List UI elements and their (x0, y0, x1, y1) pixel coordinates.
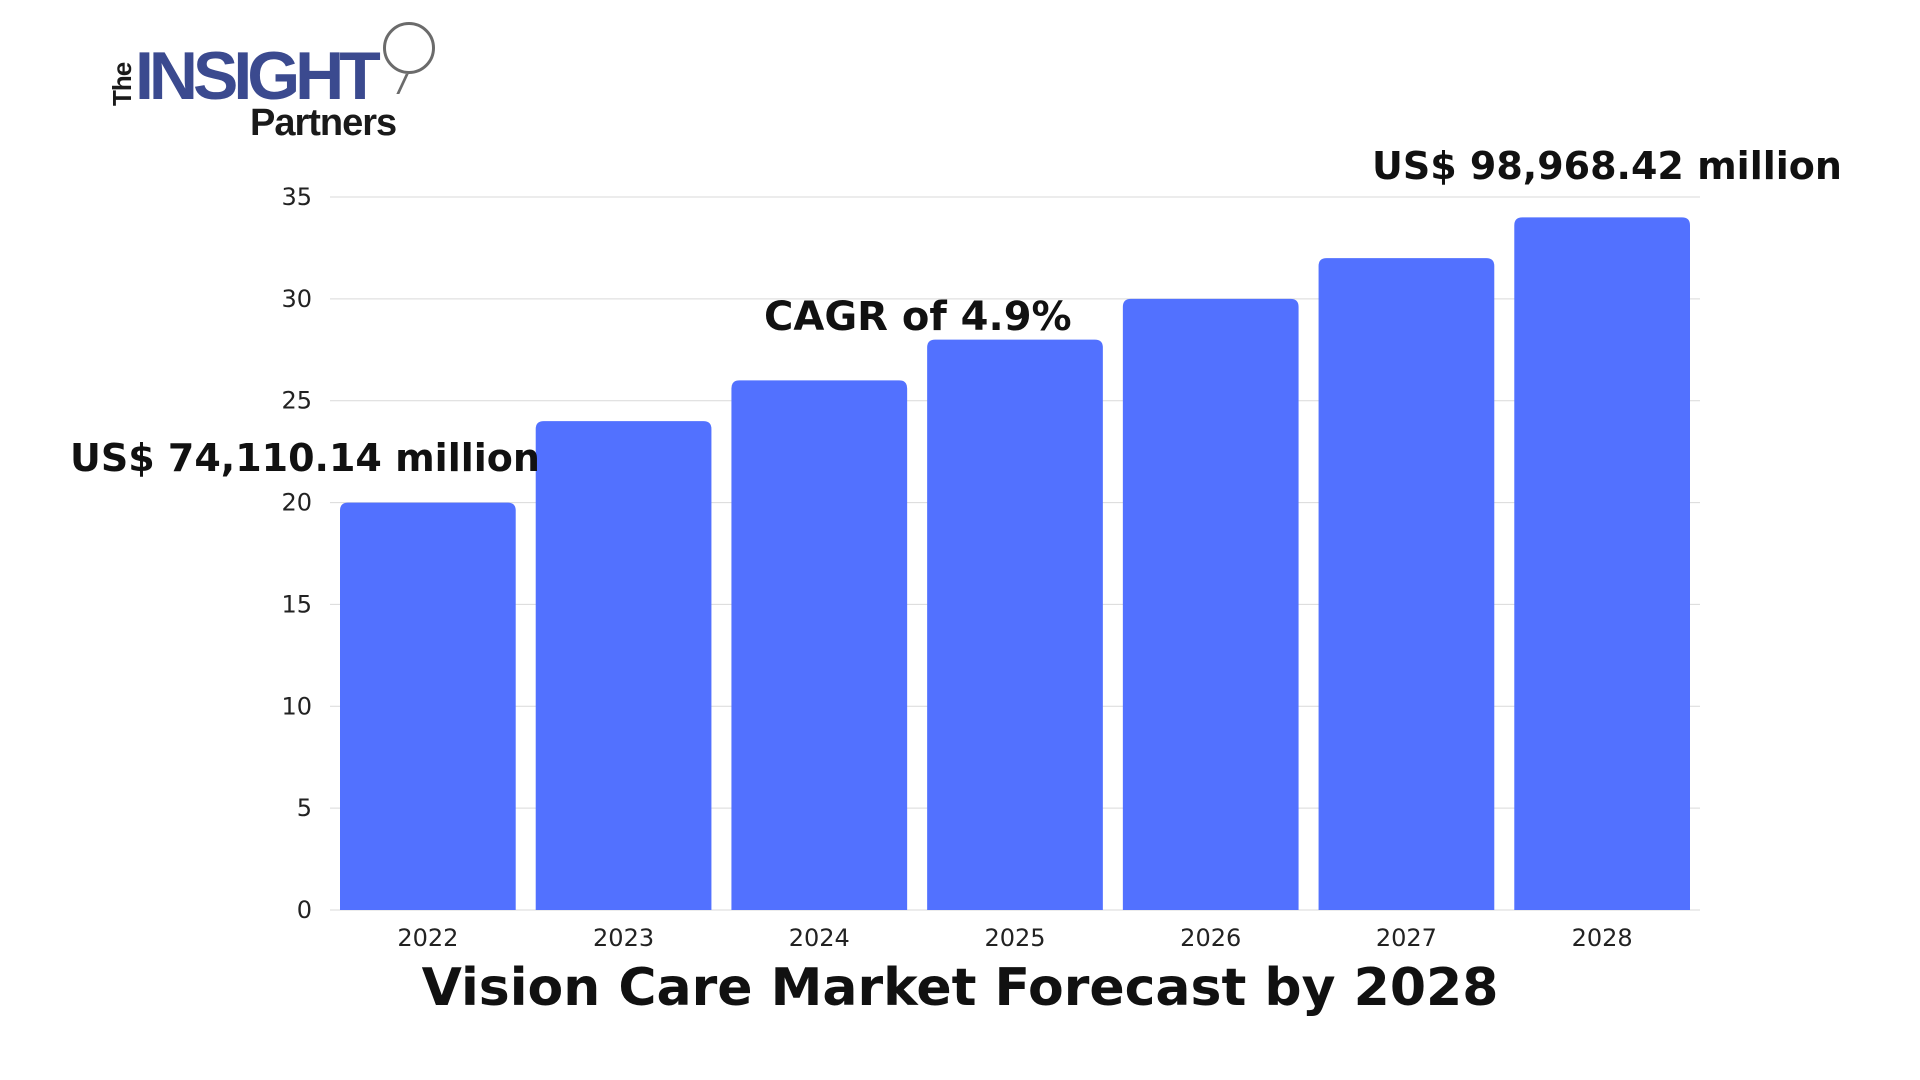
chart-title: Vision Care Market Forecast by 2028 (421, 958, 1499, 1018)
bar-2026 (1122, 298, 1299, 910)
bar-2024 (731, 380, 908, 910)
x-tick-label: 2023 (593, 924, 654, 952)
bar-2023 (535, 421, 712, 910)
y-tick-label: 25 (281, 387, 312, 415)
y-tick-label: 5 (297, 794, 312, 822)
y-tick-label: 30 (281, 285, 312, 313)
start-value-annotation: US$ 74,110.14 million (70, 436, 540, 480)
x-tick-label: 2026 (1180, 924, 1241, 952)
x-tick-label: 2027 (1376, 924, 1437, 952)
bar-2022 (340, 502, 516, 910)
y-tick-label: 35 (281, 183, 312, 211)
logo-partners-text: Partners (250, 102, 397, 144)
the-insight-partners-logo: The INSIGHT Partners (105, 22, 445, 144)
y-tick-label: 10 (281, 692, 312, 720)
y-tick-label: 20 (281, 489, 312, 517)
x-tick-label: 2025 (984, 924, 1045, 952)
x-tick-label: 2024 (789, 924, 850, 952)
x-tick-label: 2028 (1572, 924, 1633, 952)
y-tick-label: 15 (281, 590, 312, 618)
y-tick-label: 0 (297, 896, 312, 924)
cagr-annotation: CAGR of 4.9% (764, 294, 1072, 340)
bar-2028 (1514, 217, 1690, 910)
x-tick-label: 2022 (397, 924, 458, 952)
logo-insight-text: INSIGHT (135, 38, 381, 114)
bar-2025 (927, 339, 1103, 911)
end-value-annotation: US$ 98,968.42 million (1372, 144, 1842, 188)
bar-2027 (1318, 258, 1495, 911)
logo-magnifier-icon (383, 22, 435, 74)
